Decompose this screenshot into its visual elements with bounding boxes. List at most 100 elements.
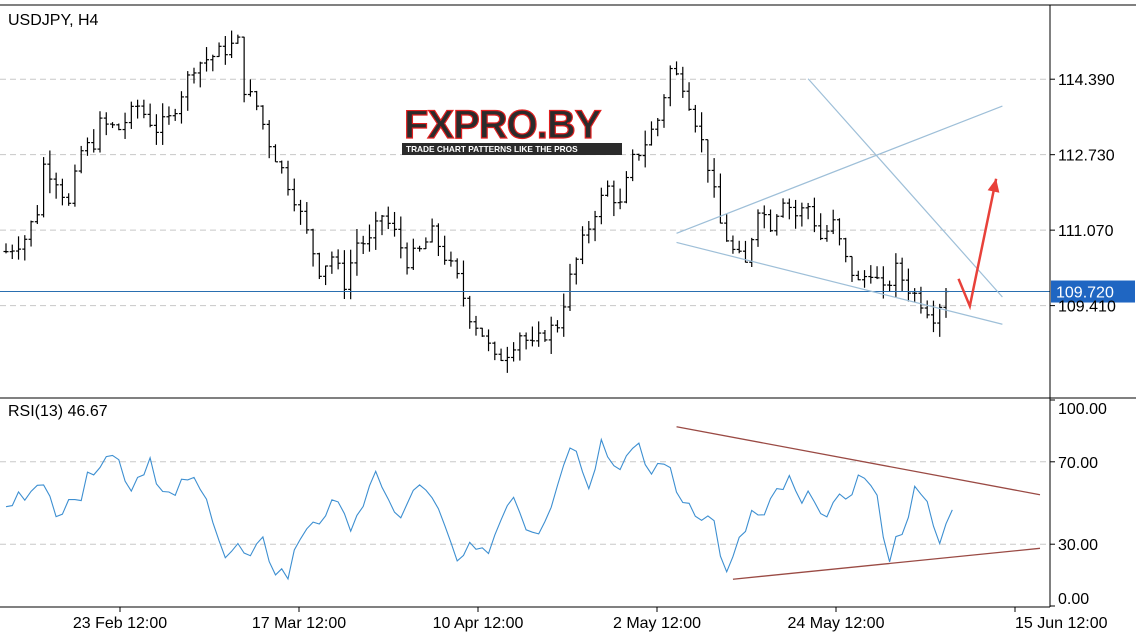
ohlc-bar — [786, 198, 792, 220]
ohlc-bar — [523, 332, 529, 350]
ohlc-bar — [849, 255, 855, 282]
ohlc-bar — [862, 270, 868, 288]
lower-trendline — [676, 241, 1003, 325]
ohlc-bar — [486, 329, 492, 352]
ohlc-bar — [768, 209, 774, 232]
ohlc-bar — [360, 235, 366, 254]
ohlc-bar — [548, 316, 554, 354]
ohlc-bar — [586, 221, 592, 244]
current-price-label: 109.720 — [1056, 285, 1114, 302]
ohlc-bar — [298, 199, 304, 225]
ohlc-bar — [742, 240, 748, 263]
ohlc-bar — [611, 180, 617, 217]
ohlc-bar — [122, 112, 128, 139]
ohlc-bar — [404, 242, 410, 275]
ohlc-bar — [761, 205, 767, 229]
ohlc-bar — [417, 245, 423, 252]
ohlc-bar — [260, 105, 266, 130]
ohlc-bar — [53, 172, 59, 199]
ohlc-bar — [178, 91, 184, 124]
time-tick-label: 17 Mar 12:00 — [252, 615, 346, 632]
ohlc-bar — [373, 211, 379, 250]
watermark-tagline-bg — [402, 143, 622, 155]
ohlc-bar — [498, 348, 504, 362]
ohlc-bar — [341, 250, 347, 300]
ohlc-bar — [805, 202, 811, 220]
ohlc-bar — [824, 225, 830, 242]
ohlc-bar — [699, 112, 705, 153]
ohlc-bar — [648, 121, 654, 146]
ohlc-bar — [135, 99, 141, 119]
ohlc-bar — [473, 315, 479, 336]
ohlc-bar — [84, 137, 90, 156]
ohlc-bar — [448, 251, 454, 267]
ohlc-bar — [504, 346, 510, 373]
ohlc-bar — [674, 61, 680, 76]
ohlc-bar — [47, 150, 53, 194]
rsi-title: RSI(13) 46.67 — [8, 403, 108, 420]
price-tick-label: 109.410 — [1058, 299, 1116, 316]
ohlc-bar — [66, 193, 72, 206]
ohlc-bar — [730, 235, 736, 254]
grid-layer — [0, 78, 1050, 545]
ohlc-bar — [410, 238, 416, 270]
ohlc-bar — [912, 288, 918, 303]
ohlc-bar — [191, 67, 197, 84]
time-tick-label: 10 Apr 12:00 — [433, 615, 524, 632]
ohlc-bar — [3, 243, 9, 254]
overlay-layer: 109.720 — [0, 78, 1135, 325]
ohlc-bar — [686, 82, 692, 111]
ohlc-bar — [905, 268, 911, 302]
ohlc-bar — [592, 210, 598, 242]
ohlc-bar — [254, 90, 260, 111]
ohlc-bar — [392, 211, 398, 237]
ohlc-bar — [22, 235, 28, 261]
ohlc-bar — [667, 65, 673, 107]
ohlc-bar — [454, 258, 460, 279]
ohlc-bar — [435, 223, 441, 257]
ohlc-bar — [830, 209, 836, 235]
upper-trendline — [676, 105, 1003, 234]
ohlc-bar — [617, 188, 623, 210]
ohlc-bar — [423, 237, 429, 250]
price-tick-label: 114.390 — [1058, 72, 1115, 89]
ohlc-bar — [285, 160, 291, 196]
ohlc-bar — [41, 157, 47, 218]
ohlc-bar — [323, 265, 329, 286]
ohlc-bar — [937, 303, 943, 337]
ohlc-bar — [692, 104, 698, 133]
watermark-tagline: TRADE CHART PATTERNS LIKE THE PROS — [406, 144, 578, 154]
price-tick-label: 111.070 — [1058, 223, 1114, 240]
rsi-tick-label: 100.00 — [1058, 401, 1107, 418]
ohlc-bar — [636, 153, 642, 161]
ohlc-bar — [567, 263, 573, 311]
ohlc-bar — [304, 202, 310, 234]
ohlc-bar — [385, 206, 391, 230]
ohlc-bar — [868, 265, 874, 284]
ohlc-bar — [172, 108, 178, 121]
ohlc-bar — [128, 101, 134, 129]
current-price-box — [1051, 280, 1135, 303]
falling-resistance — [807, 78, 1003, 298]
rsi-line — [5, 437, 953, 581]
price-tick-label: 112.730 — [1058, 148, 1115, 165]
ohlc-bar — [630, 149, 636, 182]
ohlc-bar — [235, 34, 241, 44]
ohlc-bar — [899, 257, 905, 292]
ohlc-bar — [836, 218, 842, 246]
ohlc-bar — [141, 99, 147, 119]
ohlc-bar — [72, 164, 78, 207]
ohlc-bar — [943, 288, 949, 318]
ohlc-bar — [241, 36, 247, 103]
ohlc-bar — [329, 251, 335, 274]
ohlc-bar — [554, 320, 560, 333]
ohlc-bar — [147, 103, 153, 128]
rsi-tick-label: 30.00 — [1058, 537, 1098, 554]
ohlc-bar — [272, 144, 278, 163]
ohlc-bar — [354, 229, 360, 276]
ohlc-bar — [442, 235, 448, 265]
ohlc-bar — [429, 218, 435, 243]
ohlc-bar — [91, 129, 97, 153]
ohlc-bar — [116, 123, 122, 131]
